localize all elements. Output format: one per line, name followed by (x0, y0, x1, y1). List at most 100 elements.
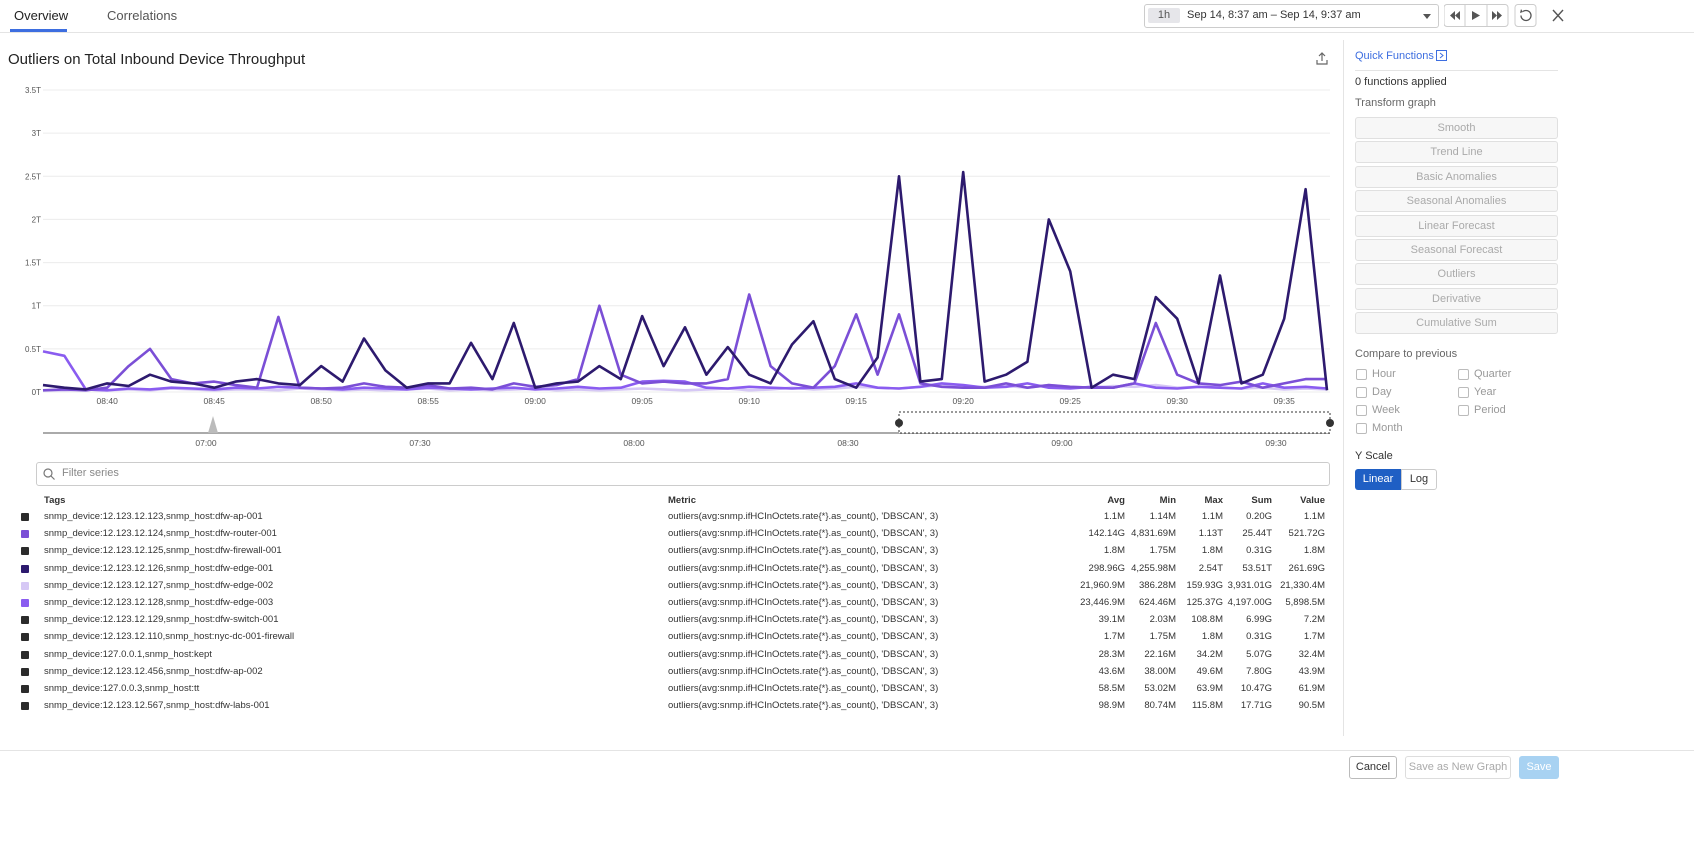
series-stat: 624.46M (1139, 597, 1176, 608)
tab-correlations[interactable]: Correlations (107, 8, 178, 23)
transform-button[interactable]: Trend Line (1355, 141, 1558, 164)
compare-checkbox[interactable] (1458, 387, 1469, 398)
export-icon[interactable] (1314, 51, 1330, 67)
compare-checkbox[interactable] (1356, 423, 1367, 434)
filter-placeholder: Filter series (62, 467, 119, 479)
transform-button[interactable]: Smooth (1355, 117, 1558, 139)
transform-button[interactable]: Basic Anomalies (1355, 165, 1558, 188)
x-tick-label: 09:20 (953, 396, 975, 406)
compare-checkbox[interactable] (1356, 405, 1367, 416)
series-stat: 34.2M (1196, 648, 1223, 660)
compare-checkbox[interactable] (1458, 405, 1469, 416)
transform-button[interactable]: Derivative (1355, 287, 1558, 310)
series-tag: snmp_device:12.123.12.127,snmp_host:dfw-… (44, 579, 274, 591)
caret (1423, 14, 1431, 19)
transform-button[interactable]: Outliers (1355, 263, 1558, 286)
series-stat: 1.1M (1201, 511, 1223, 522)
panel-divider (1343, 40, 1344, 736)
cancel-button[interactable]: Cancel (1349, 756, 1397, 779)
overview-tick-label: 07:00 (195, 438, 217, 448)
series-stat: 28.3M (1098, 648, 1125, 660)
series-stat: 22.16M (1144, 648, 1176, 660)
series-swatch (21, 633, 29, 642)
quick-functions-title[interactable]: Quick Functions (1355, 50, 1434, 62)
series-stat: 1.8M (1303, 545, 1325, 557)
series-stat: 0.31G (1246, 631, 1272, 643)
yscale-log[interactable]: Log (1401, 469, 1437, 490)
series-stat: 115.8M (1192, 700, 1223, 712)
yscale-label: Y Scale (1355, 450, 1393, 462)
transform-button[interactable]: Seasonal Forecast (1355, 239, 1558, 261)
overview-tick-label: 08:30 (837, 438, 859, 448)
series-stat: 10.47G (1240, 683, 1272, 694)
series-stat: 58.5M (1098, 683, 1125, 694)
series-stat: 1.1M (1303, 511, 1325, 522)
time-label: Sep 14, 8:37 am – Sep 14, 9:37 am (1187, 9, 1361, 21)
y-tick-label: 0T (32, 388, 41, 397)
tab-underline (10, 29, 67, 32)
filter-input[interactable] (36, 462, 1330, 486)
series-stat: 0.20G (1246, 511, 1272, 522)
compare-checkbox[interactable] (1356, 369, 1367, 380)
yscale-linear[interactable]: Linear (1355, 469, 1401, 490)
series-stat: 1.7M (1103, 631, 1125, 643)
save-button[interactable]: Save (1519, 756, 1559, 779)
series-tag: snmp_device:12.123.12.125,snmp_host:dfw-… (44, 545, 282, 557)
series-tag: snmp_device:127.0.0.3,snmp_host:tt (44, 683, 200, 694)
series-stat: 17.71G (1240, 700, 1272, 712)
tab-overview[interactable]: Overview (14, 8, 69, 23)
transform-button[interactable]: Linear Forecast (1355, 214, 1558, 237)
transform-button[interactable]: Seasonal Anomalies (1355, 190, 1558, 213)
save-new-button[interactable]: Save as New Graph (1405, 756, 1511, 779)
series-stat: 32.4M (1298, 648, 1325, 660)
series-stat: 4,831.69M (1131, 528, 1176, 540)
series-stat: 1.8M (1201, 545, 1223, 557)
series-stat: 125.37G (1186, 597, 1223, 608)
toolbar-icons[interactable] (1444, 4, 1694, 30)
panel-toggle-icon[interactable] (1436, 50, 1448, 62)
overview-tick-label: 07:30 (409, 438, 431, 448)
series-stat: 7.2M (1303, 614, 1325, 626)
compare-label: Compare to previous (1355, 348, 1458, 360)
overview-spike (208, 416, 218, 433)
series-stat: 39.1M (1098, 614, 1125, 626)
series-line (42, 170, 1329, 391)
y-tick-label: 1T (32, 302, 41, 311)
overview-tick-label: 09:00 (1051, 438, 1073, 448)
series-stat: 7.80G (1246, 665, 1272, 677)
series-stat: 1.13T (1198, 528, 1223, 540)
series-tag: snmp_device:12.123.12.129,snmp_host:dfw-… (44, 614, 279, 626)
y-tick-label: 0.5T (25, 345, 41, 354)
series-swatch (21, 581, 29, 590)
overview-tick-label: 09:30 (1265, 438, 1287, 448)
time-picker[interactable] (1144, 4, 1439, 28)
x-tick-label: 08:50 (311, 396, 333, 406)
series-swatch (21, 685, 29, 693)
series-tag: snmp_device:12.123.12.110,snmp_host:nyc-… (44, 631, 295, 643)
series-stat: 5,898.5M (1285, 597, 1325, 608)
compare-checkbox[interactable] (1356, 387, 1367, 398)
transform-label: Transform graph (1355, 97, 1436, 109)
series-stat: 1.8M (1103, 545, 1125, 557)
x-tick-label: 08:55 (418, 396, 440, 406)
series-metric: outliers(avg:snmp.ifHCInOctets.rate{*}.a… (668, 614, 939, 626)
series-stat: 21,330.4M (1280, 579, 1325, 591)
series-metric: outliers(avg:snmp.ifHCInOctets.rate{*}.a… (668, 562, 939, 574)
y-tick-label: 1.5T (25, 259, 41, 268)
search-icon (43, 468, 55, 480)
series-tag: snmp_device:12.123.12.123,snmp_host:dfw-… (44, 511, 263, 522)
table-header: Avg (1107, 495, 1125, 506)
transform-button[interactable]: Cumulative Sum (1355, 312, 1558, 335)
series-stat: 49.6M (1196, 665, 1223, 677)
table-header: Sum (1251, 495, 1272, 506)
series-stat: 159.93G (1186, 579, 1223, 591)
footer-border (0, 750, 1694, 751)
series-stat: 2.03M (1149, 614, 1176, 626)
series-metric: outliers(avg:snmp.ifHCInOctets.rate{*}.a… (668, 648, 939, 660)
series-tag: snmp_device:12.123.12.124,snmp_host:dfw-… (44, 528, 277, 540)
compare-checkbox[interactable] (1458, 369, 1469, 380)
x-tick-label: 09:25 (1060, 396, 1082, 406)
series-stat: 108.8M (1191, 614, 1223, 626)
series-stat: 4,197.00G (1227, 597, 1272, 608)
